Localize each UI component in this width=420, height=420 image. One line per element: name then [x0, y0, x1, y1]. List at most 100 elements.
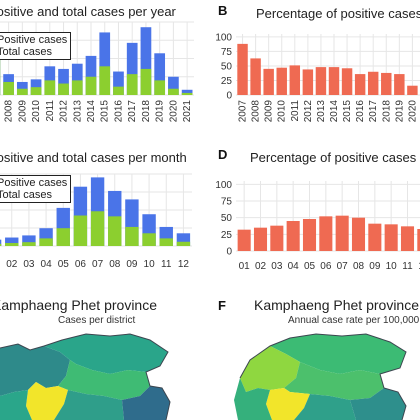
tick-label-2019: 2019: [394, 100, 405, 123]
bar-positive-2021: [181, 92, 193, 95]
bar-percent-2017: [367, 71, 379, 95]
bar-positive-09: [125, 226, 139, 246]
tick-label-2012: 2012: [303, 100, 314, 123]
bar-positive-2011: [44, 80, 56, 95]
district-yellow: [26, 382, 68, 420]
bar-positive-2015: [99, 66, 111, 95]
legend-total-label-c: Total cases: [0, 189, 53, 201]
bar-total-2013: [71, 63, 83, 95]
panel-c-legend: Positive cases Total cases: [0, 175, 72, 203]
bar-positive-2010: [30, 87, 42, 95]
bar-percent-2019: [394, 74, 405, 95]
panel-f-map: [234, 333, 407, 420]
bar-percent-04: [286, 221, 300, 251]
panel-c-title: Positive and total cases per month: [0, 150, 187, 165]
tick-label-2008: 2008: [4, 100, 15, 123]
tick-label-2016: 2016: [113, 100, 124, 123]
district-west: [0, 344, 70, 396]
bar-percent-07: [335, 215, 349, 251]
bar-percent-2010: [276, 67, 287, 95]
tick-label-05: 05: [58, 259, 70, 270]
bar-positive-2012: [58, 83, 69, 95]
bar-positive-2008: [3, 81, 14, 95]
bar-percent-2016: [354, 74, 366, 95]
district-far-west-f: [234, 378, 272, 420]
tick-label-2018: 2018: [381, 100, 392, 123]
bar-percent-2018: [381, 72, 392, 95]
y-tick-0: 0: [226, 91, 232, 102]
bar-percent-11: [400, 226, 415, 251]
tick-label-01: 01: [0, 259, 1, 270]
panel-d-chart: 0 25 50 75 100 01 02 03 04 05 06 07 08 09 10 11 12: [215, 180, 420, 272]
bar-positive-2020: [168, 88, 179, 95]
district-center-f: [284, 362, 384, 400]
tick-label-2013: 2013: [72, 100, 83, 123]
tick-label-2014: 2014: [329, 100, 340, 123]
y-tick-25: 25: [221, 76, 233, 87]
bar-total-2021: [181, 89, 193, 95]
tick-label-2013: 2013: [316, 100, 327, 123]
bar-total-02: [5, 237, 19, 246]
district-yellow-f: [266, 388, 310, 420]
bar-positive-07: [90, 211, 105, 246]
legend-positive-label-c: Positive cases: [0, 177, 68, 189]
bar-total-2009: [16, 81, 28, 95]
bar-percent-2012: [302, 69, 314, 95]
panel-e-subtitle: Cases per district: [58, 315, 136, 326]
panel-b-title: Percentage of positive cases: [256, 6, 420, 21]
tick-label-2017: 2017: [368, 100, 379, 123]
y-tick-50: 50: [221, 213, 233, 224]
bar-positive-08: [108, 216, 122, 246]
tick-label-05: 05: [304, 261, 316, 272]
bar-positive-2009: [16, 88, 28, 95]
tick-label-02: 02: [255, 261, 267, 272]
tick-label-11: 11: [161, 259, 172, 270]
tick-label-2021: 2021: [182, 100, 193, 123]
bar-positive-12: [176, 241, 191, 246]
bar-positive-2013: [71, 80, 83, 95]
district-outline-f: [239, 333, 407, 420]
bar-percent-2007: [237, 43, 248, 95]
bar-percent-02: [253, 227, 268, 251]
bar-percent-03: [270, 225, 284, 251]
tick-label-10: 10: [144, 259, 156, 270]
district-north: [44, 334, 168, 374]
bar-positive-05: [56, 228, 70, 246]
tick-label-03: 03: [23, 259, 35, 270]
tick-label-2011: 2011: [290, 100, 301, 122]
tick-label-2014: 2014: [86, 100, 97, 123]
bar-total-2017: [126, 42, 138, 95]
tick-label-2020: 2020: [168, 100, 179, 123]
tick-label-2016: 2016: [355, 100, 366, 123]
panel-e-map: [0, 333, 171, 420]
bar-percent-2020: [407, 85, 418, 95]
panel-a-legend: Positive cases Total cases: [0, 32, 72, 60]
panel-b-label: B: [218, 3, 228, 18]
tick-label-07: 07: [92, 259, 104, 270]
tick-label-2019: 2019: [155, 100, 166, 123]
tick-label-2009: 2009: [17, 100, 28, 123]
district-north-f: [270, 334, 406, 374]
tick-label-2011: 2011: [45, 100, 56, 122]
tick-label-09: 09: [369, 261, 381, 272]
bar-percent-2015: [341, 68, 353, 95]
tick-label-2015: 2015: [100, 100, 111, 123]
bar-positive-06: [73, 215, 88, 246]
district-east-f: [350, 388, 406, 420]
tick-label-06: 06: [75, 259, 87, 270]
tick-label-2018: 2018: [141, 100, 152, 123]
bar-percent-08: [351, 217, 366, 251]
tick-label-04: 04: [41, 259, 53, 270]
y-tick-0: 0: [226, 247, 232, 258]
bar-total-2015: [99, 32, 111, 95]
bar-total-01: [0, 239, 2, 246]
tick-label-10: 10: [386, 261, 398, 272]
tick-label-02: 02: [6, 259, 18, 270]
tick-label-12: 12: [178, 259, 190, 270]
y-tick-75: 75: [221, 47, 233, 58]
bar-positive-03: [22, 242, 36, 246]
district-south-f: [294, 394, 356, 420]
tick-label-2020: 2020: [407, 100, 418, 123]
tick-label-2007: 2007: [0, 100, 1, 123]
